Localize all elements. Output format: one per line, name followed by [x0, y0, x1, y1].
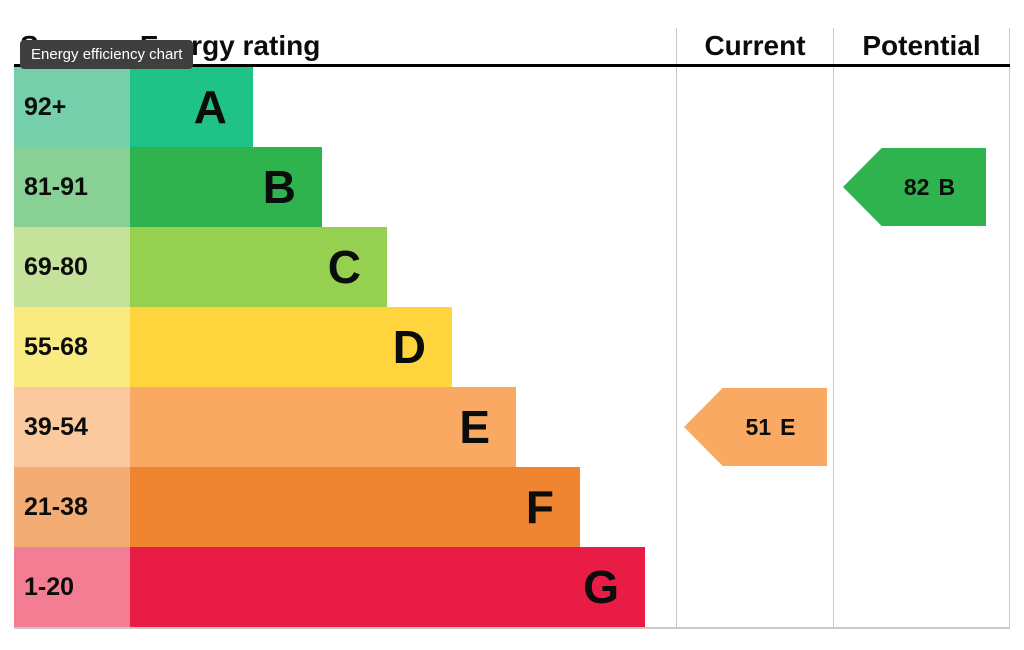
potential-column-header: Potential [833, 28, 1010, 64]
band-row-e: 39-54 E 51 E [14, 387, 1010, 467]
band-bar: C [130, 227, 387, 307]
band-letter: E [459, 401, 490, 453]
band-score-range: 69-80 [14, 227, 130, 307]
band-row-f: 21-38 F [14, 467, 1010, 547]
current-score: 51 [745, 413, 772, 440]
band-bar: G [130, 547, 645, 627]
potential-score: 82 [903, 173, 930, 200]
band-score-range: 1-20 [14, 547, 130, 627]
potential-cell [833, 467, 1010, 547]
band-row-d: 55-68 D [14, 307, 1010, 387]
potential-cell [833, 387, 1010, 467]
current-cell: 51 E [676, 387, 833, 467]
potential-band: B [938, 173, 956, 200]
band-letter: D [392, 321, 426, 373]
band-score-range: 21-38 [14, 467, 130, 547]
potential-cell [833, 67, 1010, 147]
potential-rating-arrow: 82 B [843, 148, 986, 226]
band-row-b: 81-91 B 82 B [14, 147, 1010, 227]
band-letter: A [193, 81, 227, 133]
band-row-a: 92+ A [14, 67, 1010, 147]
current-cell [676, 227, 833, 307]
band-bar: F [130, 467, 580, 547]
current-cell [676, 307, 833, 387]
potential-cell [833, 547, 1010, 627]
band-bar-cell: G [130, 547, 676, 627]
band-bar: A [130, 67, 253, 147]
band-row-g: 1-20 G [14, 547, 1010, 627]
chart-tooltip: Energy efficiency chart [20, 40, 194, 69]
band-letter: G [583, 561, 619, 613]
band-bar-cell: B [130, 147, 676, 227]
potential-cell [833, 227, 1010, 307]
band-letter: B [262, 161, 296, 213]
potential-cell [833, 307, 1010, 387]
band-score-range: 92+ [14, 67, 130, 147]
band-letter: C [327, 241, 361, 293]
current-column-header: Current [676, 28, 833, 64]
band-bar-cell: D [130, 307, 676, 387]
chart-header: Score Energy rating Current Potential [14, 28, 1010, 67]
potential-cell: 82 B [833, 147, 1010, 227]
energy-efficiency-chart: Score Energy rating Current Potential 92… [14, 28, 1010, 629]
band-score-range: 81-91 [14, 147, 130, 227]
current-band: E [780, 413, 796, 440]
band-bar-cell: A [130, 67, 676, 147]
band-bar-cell: C [130, 227, 676, 307]
current-cell [676, 147, 833, 227]
band-letter: F [525, 481, 554, 533]
band-row-c: 69-80 C [14, 227, 1010, 307]
band-bar-cell: F [130, 467, 676, 547]
band-score-range: 55-68 [14, 307, 130, 387]
current-cell [676, 67, 833, 147]
current-rating-arrow: 51 E [684, 388, 827, 466]
current-cell [676, 547, 833, 627]
current-cell [676, 467, 833, 547]
band-bar: D [130, 307, 452, 387]
band-rows: 92+ A 81-91 B [14, 67, 1010, 629]
band-bar: E [130, 387, 516, 467]
band-bar-cell: E [130, 387, 676, 467]
band-bar: B [130, 147, 322, 227]
band-score-range: 39-54 [14, 387, 130, 467]
